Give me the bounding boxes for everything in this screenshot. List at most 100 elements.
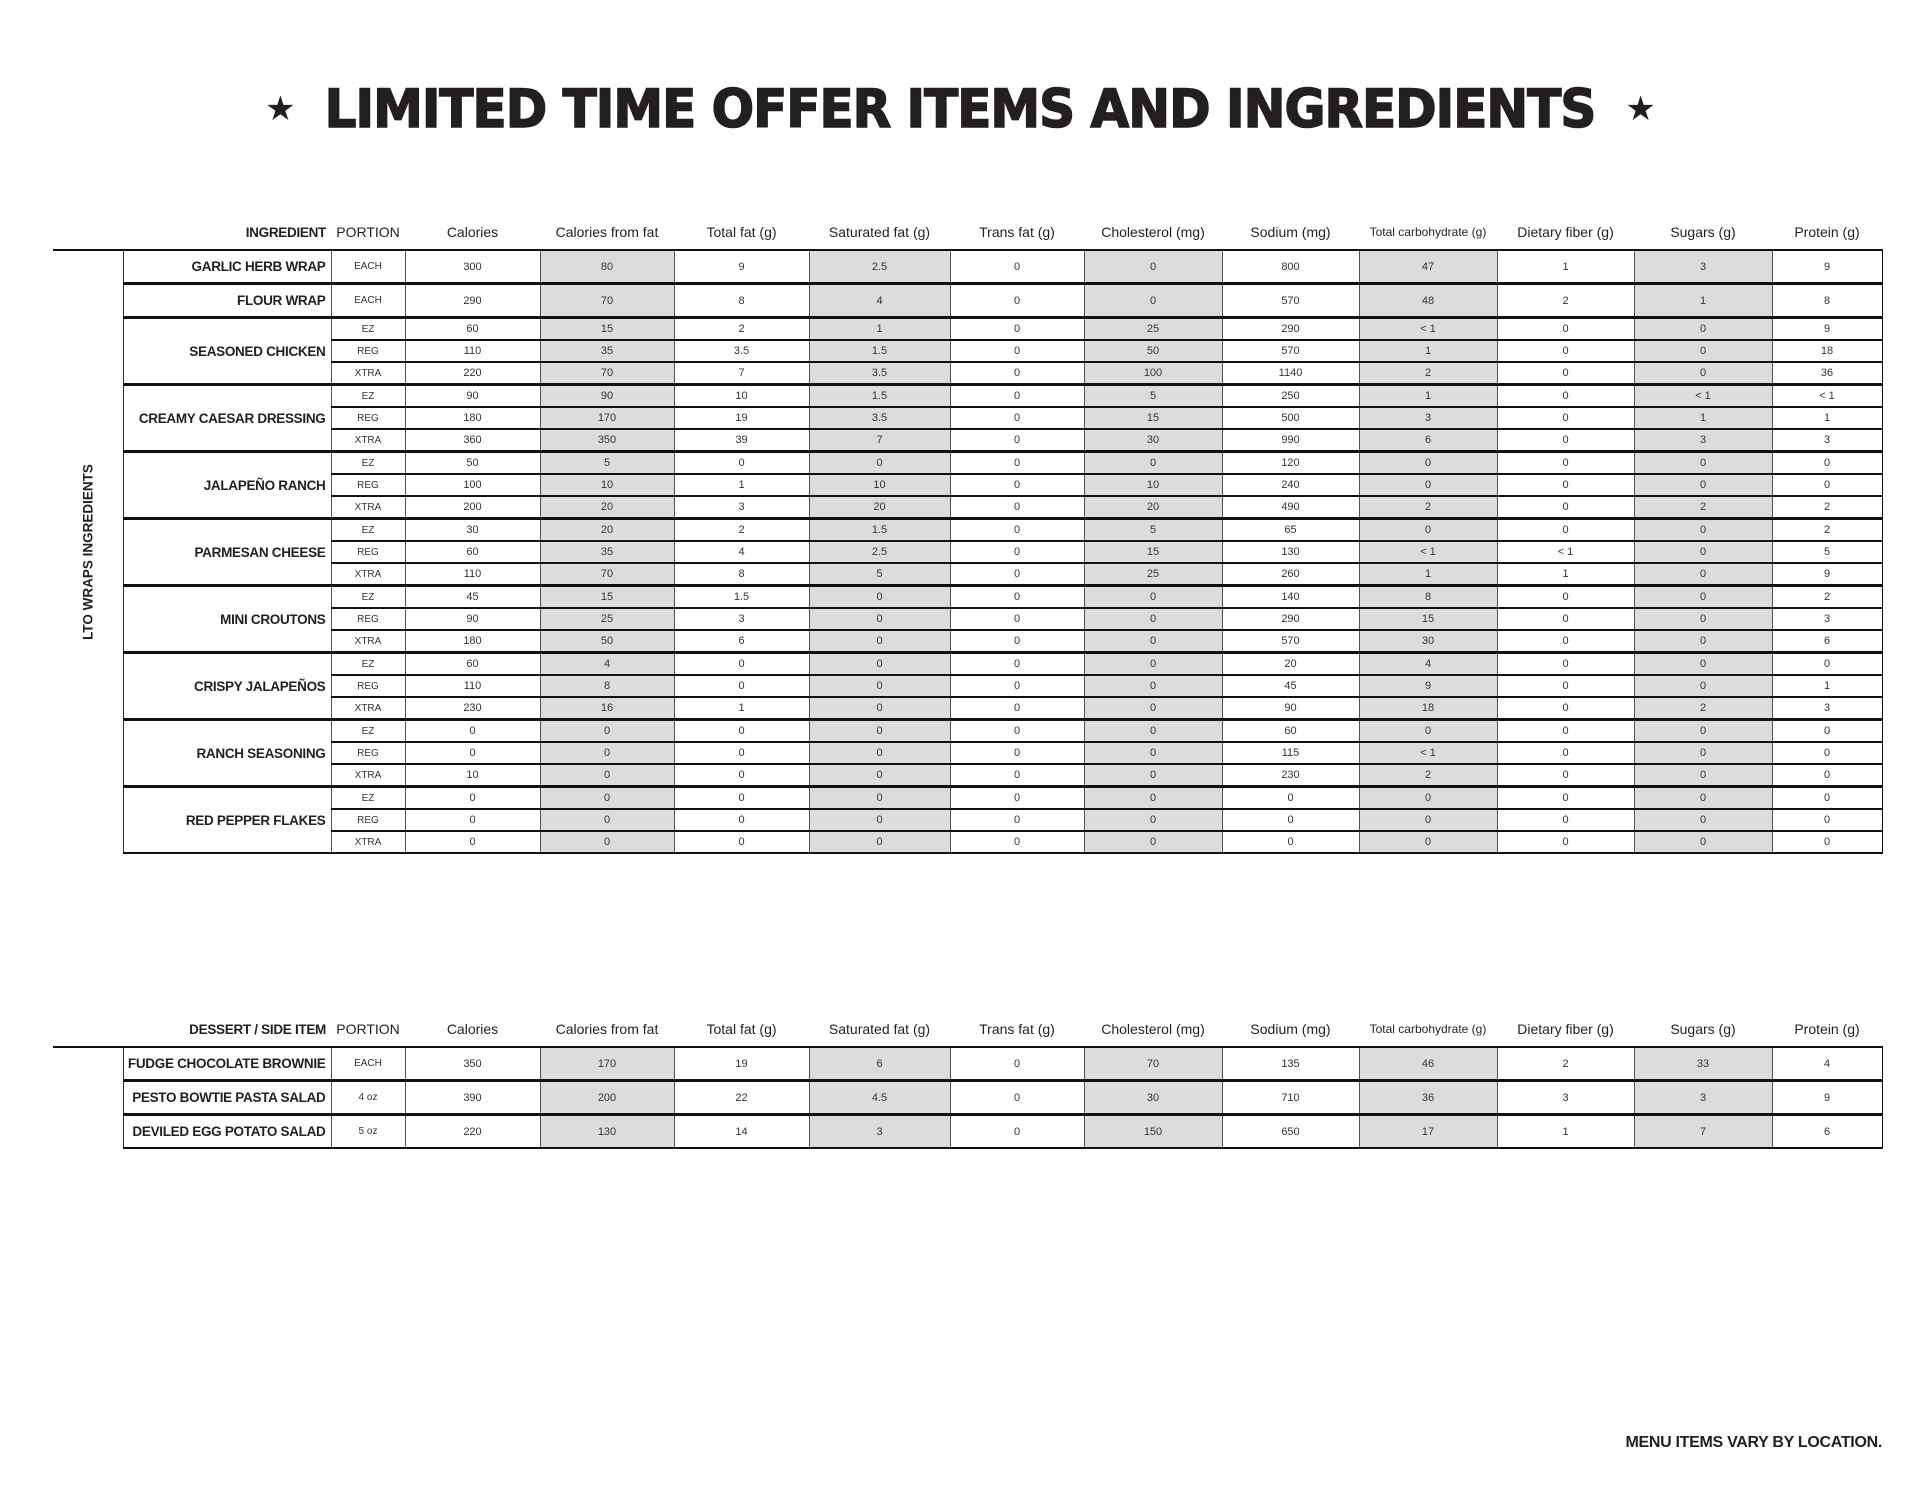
column-header: PORTION — [336, 224, 400, 240]
value-cell: 9 — [1771, 562, 1883, 587]
value-cell: 50 — [1083, 339, 1223, 363]
value-cell: 15 — [1083, 406, 1223, 430]
table-row: XTRA 0 0 0 0 0 0 0 0 0 0 0 — [53, 830, 1883, 854]
value-cell: 0 — [539, 785, 675, 810]
value-cell: 0 — [1496, 674, 1635, 698]
value-cell: 115 — [1221, 741, 1360, 765]
value-cell: 990 — [1221, 428, 1360, 453]
value-cell: 0 — [1083, 830, 1223, 854]
value-cell: 2 — [1771, 584, 1883, 609]
value-cell: 33 — [1633, 1046, 1773, 1082]
value-cell: 45 — [1221, 674, 1360, 698]
value-cell: 120 — [1221, 450, 1360, 475]
value-cell: 0 — [1633, 785, 1773, 810]
value-cell: 110 — [404, 562, 541, 587]
column-header: Trans fat (g) — [979, 1021, 1055, 1037]
value-cell: 170 — [539, 1046, 675, 1082]
value-cell: 2 — [1358, 495, 1498, 520]
value-cell: 1140 — [1221, 361, 1360, 386]
value-cell: < 1 — [1633, 383, 1773, 408]
value-cell: 0 — [949, 674, 1085, 698]
value-cell: 0 — [673, 785, 810, 810]
value-cell: 290 — [404, 282, 541, 319]
value-cell: 9 — [1771, 1079, 1883, 1116]
value-cell: 0 — [673, 718, 810, 743]
value-cell: 10 — [539, 473, 675, 497]
value-cell: 180 — [404, 629, 541, 654]
value-cell: 3 — [1633, 428, 1773, 453]
value-cell: 0 — [404, 830, 541, 854]
table-row: XTRA 180 50 6 0 0 0 570 30 0 0 6 — [53, 629, 1883, 654]
value-cell: 30 — [1358, 629, 1498, 654]
value-cell: 800 — [1221, 249, 1360, 285]
value-cell: 0 — [949, 540, 1085, 564]
value-cell: 100 — [404, 473, 541, 497]
value-cell: 0 — [1633, 473, 1773, 497]
value-cell: 2 — [1496, 282, 1635, 319]
value-cell: 90 — [404, 383, 541, 408]
value-cell: 2 — [1771, 517, 1883, 542]
value-cell: 25 — [1083, 562, 1223, 587]
value-cell: 0 — [949, 808, 1085, 832]
value-cell: 3 — [1633, 249, 1773, 285]
value-cell: 0 — [1083, 651, 1223, 676]
value-cell: 9 — [1358, 674, 1498, 698]
value-cell: 0 — [808, 629, 951, 654]
value-cell: 0 — [1633, 316, 1773, 341]
value-cell: 260 — [1221, 562, 1360, 587]
value-cell: 0 — [404, 808, 541, 832]
value-cell: 0 — [673, 450, 810, 475]
value-cell: 65 — [1221, 517, 1360, 542]
section-label-cell — [53, 1046, 124, 1148]
value-cell: 1.5 — [673, 584, 810, 609]
value-cell: 3 — [673, 607, 810, 631]
value-cell: 0 — [949, 249, 1085, 285]
value-cell: 0 — [949, 830, 1085, 854]
value-cell: 8 — [673, 562, 810, 587]
value-cell: 60 — [1221, 718, 1360, 743]
value-cell: 0 — [1496, 651, 1635, 676]
value-cell: 0 — [1771, 808, 1883, 832]
value-cell: 2 — [1771, 495, 1883, 520]
value-cell: 135 — [1221, 1046, 1360, 1082]
value-cell: 0 — [1496, 473, 1635, 497]
table-row: LTO WRAPS INGREDIENTS GARLIC HERB WRAP EAC… — [53, 249, 1883, 853]
value-cell: < 1 — [1358, 540, 1498, 564]
value-cell: 0 — [808, 584, 951, 609]
value-cell: 45 — [404, 584, 541, 609]
value-cell: 0 — [949, 562, 1085, 587]
value-cell: 1 — [808, 316, 951, 341]
portion-cell: REG — [330, 808, 406, 832]
value-cell: 500 — [1221, 406, 1360, 430]
value-cell: 6 — [808, 1046, 951, 1082]
value-cell: 0 — [1358, 808, 1498, 832]
value-cell: 0 — [1771, 763, 1883, 788]
value-cell: 5 — [808, 562, 951, 587]
value-cell: 0 — [1358, 830, 1498, 854]
value-cell: 0 — [1083, 584, 1223, 609]
value-cell: 0 — [1083, 696, 1223, 721]
value-cell: 0 — [1496, 517, 1635, 542]
value-cell: 3 — [1771, 428, 1883, 453]
table-row: XTRA 200 20 3 20 0 20 490 2 0 2 2 — [53, 495, 1883, 520]
value-cell: 1 — [1496, 1113, 1635, 1149]
value-cell: 3 — [1633, 1079, 1773, 1116]
value-cell: 0 — [1771, 830, 1883, 854]
column-header: Sugars (g) — [1670, 1021, 1736, 1037]
table-row: MINI CROUTONS EZ 45 15 1.5 0 0 0 140 8 0 0 2 — [53, 584, 1883, 654]
item-name: PESTO BOWTIE PASTA SALAD — [122, 1079, 332, 1116]
value-cell: 70 — [539, 361, 675, 386]
column-header: Sodium (mg) — [1250, 224, 1331, 240]
value-cell: 1 — [1358, 339, 1498, 363]
value-cell: 60 — [404, 651, 541, 676]
value-cell: 22 — [673, 1079, 810, 1116]
portion-cell: EACH — [330, 282, 406, 319]
value-cell: 0 — [673, 830, 810, 854]
value-cell: 3.5 — [673, 339, 810, 363]
value-cell: 1 — [673, 473, 810, 497]
value-cell: 0 — [1633, 830, 1773, 854]
item-name: RANCH SEASONING — [122, 718, 332, 788]
portion-cell: EZ — [330, 383, 406, 408]
value-cell: 3 — [808, 1113, 951, 1149]
value-cell: 220 — [404, 361, 541, 386]
